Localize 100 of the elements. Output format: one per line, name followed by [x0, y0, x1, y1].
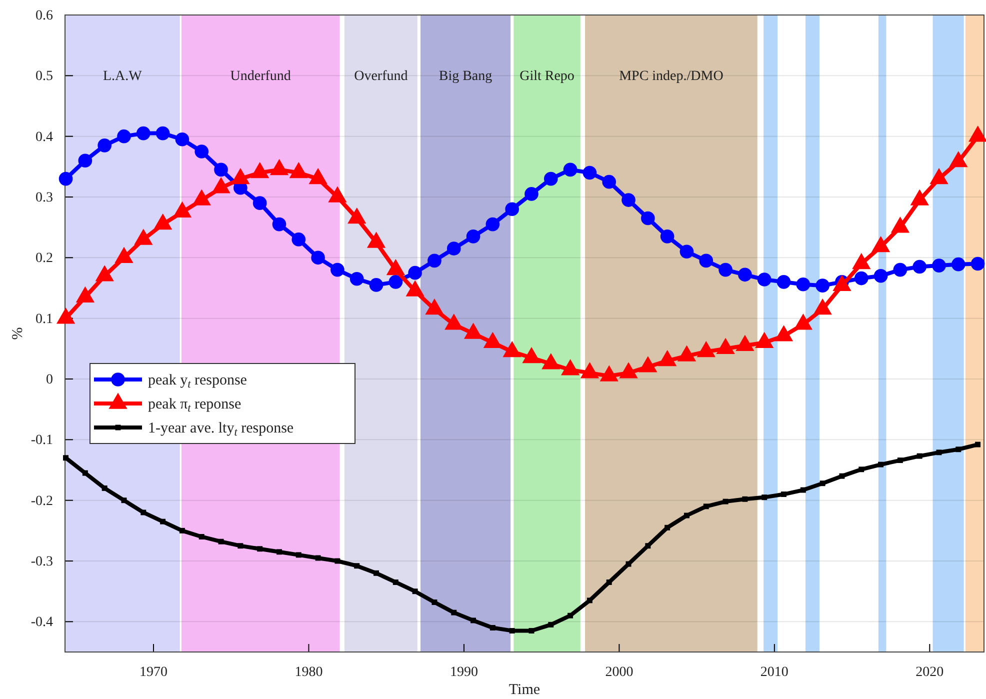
point [194, 144, 209, 158]
point [641, 211, 655, 226]
point [897, 458, 903, 464]
band-label: Big Bang [438, 69, 492, 84]
point [878, 462, 884, 468]
y-tick-label: -0.4 [30, 615, 53, 630]
point [839, 473, 845, 479]
point [330, 262, 344, 277]
point [466, 230, 480, 244]
point [175, 132, 190, 146]
point [582, 166, 597, 180]
point [238, 543, 244, 549]
point [490, 624, 496, 630]
point [528, 628, 534, 634]
point [179, 528, 185, 534]
point [820, 480, 826, 486]
x-axis-title: Time [508, 682, 540, 698]
x-tick-label: 2010 [760, 664, 788, 680]
point [916, 453, 922, 459]
point [334, 558, 340, 564]
point [680, 244, 694, 258]
point [874, 268, 888, 283]
band-label: Gilt Repo [520, 69, 574, 84]
point [486, 217, 500, 232]
point [374, 570, 379, 576]
point [136, 126, 150, 140]
x-tick-label: 1970 [139, 664, 168, 680]
point [684, 512, 690, 518]
y-axis-title: % [10, 327, 26, 340]
legend-label: peak y$_{t}$ response [148, 372, 248, 390]
point [718, 262, 732, 277]
point [626, 561, 632, 567]
point [505, 202, 519, 216]
point [722, 498, 728, 504]
point [451, 610, 457, 616]
point [645, 543, 651, 549]
point [893, 262, 908, 277]
legend-label: 1-year ave. lty$_{t}$ response [148, 420, 294, 438]
y-tick-label: 0.2 [36, 251, 53, 266]
point [912, 260, 926, 274]
point [428, 254, 442, 268]
point [956, 446, 962, 452]
y-tick-label: 0.3 [36, 190, 53, 206]
point [369, 278, 384, 292]
point [102, 485, 108, 491]
point [98, 138, 112, 152]
point [524, 187, 538, 201]
point [350, 272, 364, 286]
point [548, 622, 554, 628]
point [82, 470, 88, 476]
point [660, 230, 674, 244]
point [854, 271, 868, 286]
point [470, 618, 476, 624]
legend-label: peak π$_{t}$ reponse [148, 396, 242, 414]
point [664, 524, 670, 530]
point [432, 600, 438, 605]
point [568, 612, 574, 618]
point [392, 579, 398, 585]
point [315, 555, 321, 561]
point [781, 492, 786, 498]
point [622, 193, 636, 207]
point [970, 256, 985, 271]
band-label: Underfund [230, 69, 291, 84]
point [796, 277, 810, 292]
y-tick-label: 0 [46, 372, 53, 388]
point [117, 129, 131, 144]
y-tick-label: 0.1 [36, 312, 53, 327]
x-tick-label: 2020 [916, 664, 944, 680]
point [509, 628, 515, 634]
point [800, 487, 806, 493]
point [932, 258, 946, 272]
band-label: Overfund [354, 69, 408, 84]
y-tick-label: 0.4 [36, 130, 53, 145]
point [975, 442, 981, 448]
point [858, 466, 864, 472]
point [388, 275, 403, 289]
point [776, 275, 791, 289]
point [586, 598, 592, 604]
point [699, 254, 714, 268]
point [58, 172, 73, 186]
point [703, 504, 709, 510]
point [292, 232, 306, 246]
point [214, 162, 228, 177]
y-tick-label: 0.5 [36, 69, 53, 84]
point [563, 162, 578, 177]
point [78, 154, 92, 168]
point [354, 563, 360, 569]
point [156, 126, 170, 140]
point [121, 498, 127, 504]
point [936, 450, 942, 456]
point [198, 534, 204, 540]
point [160, 518, 166, 524]
y-tick-label: -0.3 [30, 554, 53, 570]
point [276, 549, 282, 555]
x-tick-label: 1980 [294, 664, 323, 680]
point [606, 579, 612, 585]
point [272, 217, 286, 232]
point [816, 278, 830, 292]
point [63, 455, 69, 461]
band-label: MPC indep./DMO [619, 69, 724, 84]
